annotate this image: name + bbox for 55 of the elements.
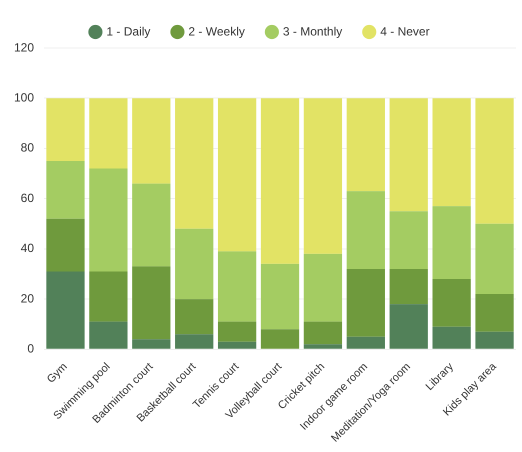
bar (304, 322, 342, 344)
bar (346, 268, 385, 337)
bar (175, 299, 214, 334)
bar (475, 98, 514, 224)
bar (432, 278, 471, 327)
x-tick-label: Gym (44, 360, 70, 386)
bar (260, 98, 300, 264)
bar (304, 98, 342, 254)
bar (218, 98, 256, 252)
bar (346, 98, 385, 192)
y-tick-label: 60 (20, 190, 34, 205)
bar (390, 211, 428, 269)
bar (218, 251, 256, 322)
bar (218, 322, 256, 342)
bar (132, 266, 170, 340)
bar (260, 264, 300, 330)
bar (432, 326, 471, 349)
bar (260, 329, 300, 349)
bar (89, 168, 128, 272)
bar (175, 334, 214, 349)
legend-label: 3 - Monthly (282, 24, 342, 38)
bar (175, 228, 214, 300)
bar (304, 344, 342, 349)
bar (432, 98, 471, 206)
bar (346, 191, 385, 269)
y-tick-label: 80 (20, 140, 34, 155)
bar (132, 339, 170, 349)
legend-label: 2 - Weekly (188, 24, 245, 38)
bar (132, 98, 170, 184)
bar (175, 98, 214, 229)
bar (89, 271, 128, 322)
bar (132, 184, 170, 266)
bar (46, 218, 85, 272)
bar (475, 224, 514, 294)
legend-label: 4 - Never (380, 24, 430, 38)
bar (89, 98, 128, 169)
bar (475, 294, 514, 332)
bar (432, 206, 471, 279)
bar (46, 98, 85, 161)
y-tick-label: 100 (14, 90, 34, 105)
y-tick-label: 40 (20, 241, 34, 256)
bar (218, 342, 256, 349)
y-tick-label: 0 (27, 342, 34, 356)
y-tick-label: 20 (20, 291, 34, 306)
bar (46, 271, 85, 349)
bar (390, 304, 428, 349)
bar (46, 160, 85, 219)
bar (390, 98, 428, 212)
bar (346, 336, 385, 349)
y-tick-label: 120 (14, 40, 34, 54)
bar (475, 332, 514, 349)
bar (390, 268, 428, 304)
legend-label: 1 - Daily (106, 24, 150, 38)
bar (304, 254, 342, 322)
bar (89, 322, 128, 349)
